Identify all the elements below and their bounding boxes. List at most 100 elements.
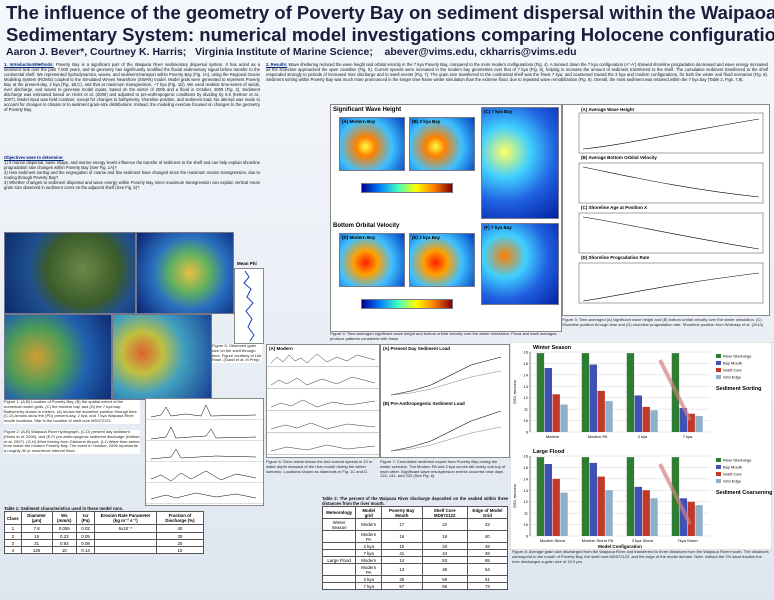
column-header: Edge of Model Grid [466,506,509,519]
row: 7 kya 57 56 73 [321,582,509,590]
bar [626,353,635,432]
cell: 10 [51,546,78,554]
bar [687,413,695,432]
cell: Modern [355,518,383,531]
panel-label: (B) Pre-Anthropogenic Sediment Load [383,401,465,406]
row: 2 kya 10 33 48 [321,542,509,550]
plot-label: Mean Phi [237,261,257,266]
y-tick-label: 13 [524,488,529,493]
y-tick-label: 14 [524,476,529,481]
cell: 40 [155,524,205,533]
cell: 1 [4,524,22,533]
cell: 22 [421,518,468,531]
bar [581,457,590,536]
column-header: Shelf Core MD972122 [421,506,468,519]
cell: 30 [155,532,205,540]
cell: 40 [466,530,509,543]
bar [605,401,613,432]
bar [560,404,568,432]
panel-label: (C) Shoreline Age at Position X [581,205,648,210]
caption: Table 2: The percent of the Waipaoa Rive… [322,496,508,506]
cell: Large Flood [321,556,357,564]
map-image [4,314,112,400]
colorbar [361,183,453,193]
cell: 7.8 [20,524,53,533]
map-panel: (E) 2 kya Bay [409,233,475,287]
legend-swatch [716,465,721,469]
y-tick-label: 11 [524,407,529,412]
cell: 49 [421,563,468,576]
cell: 57 [381,582,423,590]
bar [634,395,642,432]
row: Winter Season Modern 17 22 42 [321,518,509,531]
panel-label: (D) Modern Bay [342,235,376,240]
cell: 5x10⁻⁵ [94,524,157,533]
bar [679,408,687,432]
panel-label: (A) Present Day Sediment Load [383,346,451,351]
y-tick-label: 9 [526,534,529,539]
plot-lines [150,404,257,500]
transect-figure: (A) Average Wave Height (B) Average Bott… [562,104,770,316]
cell: Modern PA [355,530,383,543]
bar [544,368,552,432]
bar [536,353,545,432]
item: 2) How sediment sorting and the segregat… [4,170,260,180]
cell: 10 [155,546,205,554]
cell [321,549,357,557]
column-header: Ws (mm/s) [51,511,78,525]
y-tick-label: 16 [524,350,529,355]
legend-swatch [716,361,721,365]
cell: 54 [466,563,509,576]
annotation: Sediment Sorting [716,386,762,392]
intro: 1. Introduction/Methods: Poverty Bay is … [4,62,260,112]
column-header: Diameter (μm) [20,511,53,525]
heading: Objectives were to determine: [4,155,64,160]
cumulative-export-plot: (A) Present Day Sediment Load (B) Pre-An… [380,344,510,458]
annotation-arrow [658,463,692,525]
chart-title: Large Flood [533,449,564,455]
paragraph: Poverty Bay is a significant part of the… [4,62,261,112]
cell: 20 [155,539,205,547]
cell: Modern PA [355,563,383,576]
cell: 33 [421,542,468,550]
results: 2. Results: Wave sheltering reduced the … [266,62,768,82]
item: 3) Whether changes to sediment dispersal… [4,180,260,190]
panel-label: (B) Average Bottom Orbital Velocity [581,155,657,160]
panel-label: (F) 7 kya Bay [484,225,512,230]
legend-swatch [716,354,721,358]
row: 3 31 0.93 0.08 20 [4,539,205,547]
bar [536,457,545,536]
plot-line [243,270,255,342]
column-header: Poverty Bay Mouth [381,506,423,519]
annotation: Sediment Coarsening Through Time [716,490,772,496]
cell: 61 [466,575,509,583]
cell: 48 [466,549,509,557]
row: 1 7.8 0.059 0.02 5x10⁻⁵ 40 [4,524,205,533]
cell: 125 [20,546,53,554]
bar [679,498,687,536]
caption: Figure 8: Average grain size discharged … [512,549,769,564]
cell: 42 [466,518,509,531]
cell: 0.08 [75,539,96,547]
bar [650,410,658,432]
y-tick-label: 12 [524,395,529,400]
table-1: Table 1: Sediment characteristics used i… [4,506,205,554]
cell: 2 kya [355,575,383,583]
objectives: Objectives were to determine: 1) If mari… [4,155,260,190]
y-tick-label: 15 [524,361,529,366]
bar [597,476,605,536]
bar [589,462,597,536]
table: Class Diameter (μm) Ws (mm/s) τcr (Pa) Erosi… [4,511,205,554]
cell: 3 [4,539,22,547]
caption: Table 1: Sediment characteristics used i… [4,506,124,511]
cell: 0.23 [51,532,78,540]
cell [321,530,357,543]
bar [626,457,635,536]
cell: 15 [20,532,53,540]
cell: Winter Season [321,518,357,531]
y-tick-label: 14 [524,372,529,377]
bar [552,478,560,536]
chart-title: Winter Season [533,345,572,351]
bar [597,390,605,432]
